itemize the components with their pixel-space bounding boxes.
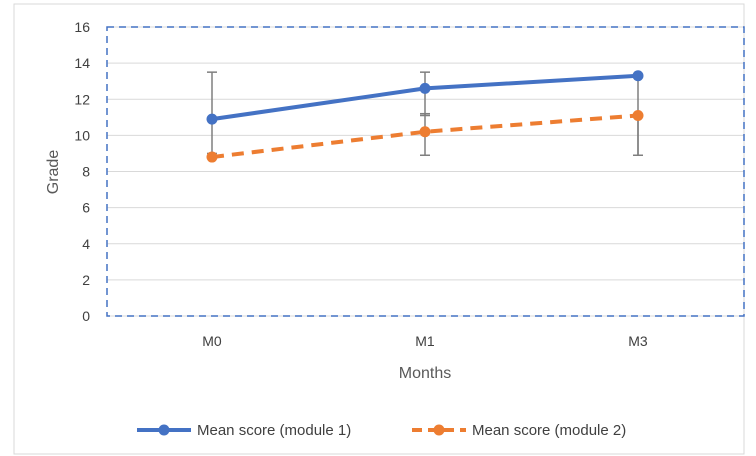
y-tick-label-2: 4 bbox=[82, 236, 90, 252]
x-tick-label-0: M0 bbox=[202, 333, 222, 349]
y-tick-label-1: 2 bbox=[82, 272, 90, 288]
point-s1-M1 bbox=[419, 82, 431, 94]
legend-marker-2 bbox=[433, 424, 445, 436]
x-axis-title: Months bbox=[399, 365, 451, 382]
series-lines bbox=[206, 70, 644, 163]
y-tick-label-6: 12 bbox=[74, 91, 90, 107]
y-tick-label-0: 0 bbox=[82, 308, 90, 324]
y-tick-label-3: 6 bbox=[82, 200, 90, 216]
plot-area-border bbox=[106, 26, 745, 317]
legend-label-2: Mean score (module 2) bbox=[472, 422, 626, 439]
series-line-2 bbox=[211, 113, 639, 160]
point-s1-M3 bbox=[632, 70, 644, 82]
point-s2-M3 bbox=[632, 110, 644, 122]
y-tick-label-5: 10 bbox=[74, 127, 90, 143]
point-s1-M0 bbox=[206, 113, 218, 125]
y-tick-label-8: 16 bbox=[74, 19, 90, 35]
legend-item-2: Mean score (module 2) bbox=[412, 422, 626, 439]
point-s2-M0 bbox=[206, 151, 218, 163]
legend: Mean score (module 1) Mean score (module … bbox=[137, 422, 626, 439]
legend-label-1: Mean score (module 1) bbox=[197, 422, 351, 439]
legend-item-1: Mean score (module 1) bbox=[137, 422, 351, 439]
x-tick-label-1: M1 bbox=[415, 333, 435, 349]
legend-marker-1 bbox=[158, 424, 170, 436]
chart-frame bbox=[13, 3, 745, 455]
x-tick-label-2: M3 bbox=[628, 333, 648, 349]
y-tick-label-7: 14 bbox=[74, 55, 90, 71]
x-axis-ticks: M0 M1 M3 bbox=[202, 333, 648, 349]
y-tick-label-4: 8 bbox=[82, 164, 90, 180]
point-s2-M1 bbox=[419, 126, 431, 138]
y-axis-ticks: 0 2 4 6 8 10 12 14 16 bbox=[74, 19, 90, 324]
y-axis-title: Grade bbox=[45, 150, 62, 195]
